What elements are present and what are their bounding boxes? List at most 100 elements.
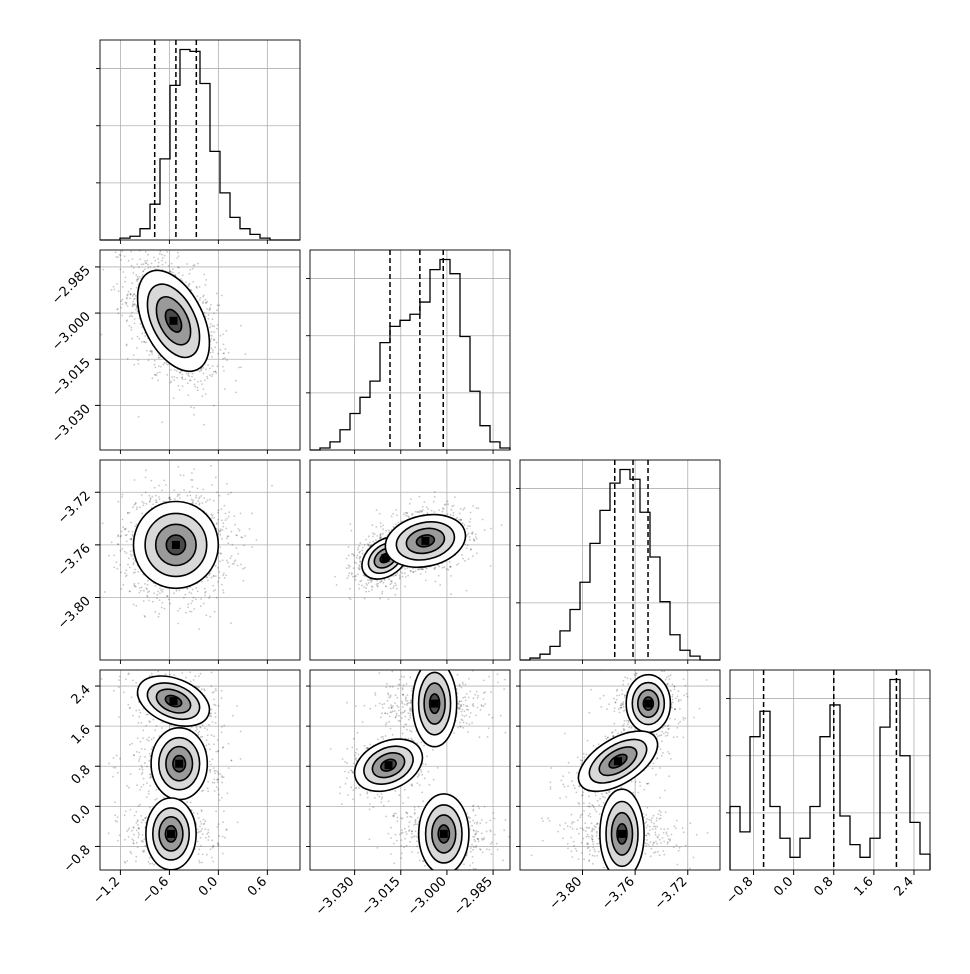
sample-point [200, 605, 202, 607]
sample-point [215, 575, 217, 577]
sample-point [425, 580, 427, 582]
sample-point [221, 797, 223, 799]
sample-point [213, 575, 215, 577]
sample-point [179, 608, 181, 610]
sample-point [375, 539, 377, 541]
sample-point [137, 276, 139, 278]
sample-point [135, 682, 137, 684]
sample-point [124, 551, 126, 553]
sample-point [359, 551, 361, 553]
sample-point [190, 603, 192, 605]
sample-point [439, 584, 441, 586]
sample-point [225, 575, 227, 577]
sample-point [129, 591, 131, 593]
sample-point [199, 371, 201, 373]
sample-point [178, 385, 180, 387]
sample-point [177, 266, 179, 268]
sample-point [142, 505, 144, 507]
sample-point [222, 334, 224, 336]
sample-point [169, 603, 171, 605]
sample-point [165, 262, 167, 264]
panel-3-0 [98, 656, 300, 891]
sample-point [122, 494, 124, 496]
sample-point [191, 376, 193, 378]
sample-point [209, 326, 211, 328]
sample-point [438, 509, 440, 511]
sample-point [153, 257, 155, 259]
sample-point [240, 513, 242, 515]
sample-point [133, 294, 135, 296]
sample-point [182, 378, 184, 380]
sample-point [136, 751, 138, 753]
sample-point [209, 596, 211, 598]
sample-point [161, 489, 163, 491]
sample-point [128, 260, 130, 262]
sample-point [359, 542, 361, 544]
sample-point [146, 350, 148, 352]
sample-point [165, 484, 167, 486]
sample-point [211, 484, 213, 486]
sample-point [467, 544, 469, 546]
sample-point [203, 667, 205, 669]
sample-point [484, 529, 486, 531]
sample-point [357, 547, 359, 549]
sample-point [349, 588, 351, 590]
sample-point [145, 587, 147, 589]
sample-point [191, 593, 193, 595]
sample-point [235, 380, 237, 382]
sample-point [158, 365, 160, 367]
sample-point [412, 513, 414, 515]
sample-point [178, 590, 180, 592]
sample-point [200, 837, 202, 839]
sample-point [202, 502, 204, 504]
sample-point [394, 594, 396, 596]
sample-point [223, 810, 225, 812]
sample-point [450, 575, 452, 577]
sample-point [131, 316, 133, 318]
histogram-3 [730, 680, 930, 870]
sample-point [156, 501, 158, 503]
sample-point [165, 362, 167, 364]
sample-point [199, 297, 201, 299]
sample-point [189, 591, 191, 593]
sample-point [369, 542, 371, 544]
sample-point [190, 681, 192, 683]
sample-point [195, 598, 197, 600]
sample-point [146, 782, 148, 784]
sample-point [501, 524, 503, 526]
sample-point [134, 571, 136, 573]
sample-point [231, 555, 233, 557]
sample-point [206, 854, 208, 856]
sample-point [136, 784, 138, 786]
sample-point [129, 325, 131, 327]
sample-point [362, 547, 364, 549]
sample-point [355, 562, 357, 564]
sample-point [143, 784, 145, 786]
sample-point [217, 519, 219, 521]
sample-point [228, 493, 230, 495]
sample-point [244, 567, 246, 569]
sample-point [346, 558, 348, 560]
sample-point [177, 623, 179, 625]
sample-point [465, 544, 467, 546]
sample-point [178, 255, 180, 257]
density-peak [172, 541, 180, 549]
sample-point [141, 264, 143, 266]
sample-point [357, 555, 359, 557]
sample-point [225, 519, 227, 521]
sample-point [243, 545, 245, 547]
sample-point [210, 352, 212, 354]
sample-point [358, 564, 360, 566]
sample-point [404, 568, 406, 570]
sample-point [422, 506, 424, 508]
sample-point [454, 496, 456, 498]
sample-point [352, 576, 354, 578]
sample-point [143, 590, 145, 592]
sample-point [127, 564, 129, 566]
sample-point [160, 589, 162, 591]
sample-point [139, 587, 141, 589]
sample-point [134, 303, 136, 305]
sample-point [379, 581, 381, 583]
sample-point [128, 787, 130, 789]
sample-point [149, 245, 151, 247]
